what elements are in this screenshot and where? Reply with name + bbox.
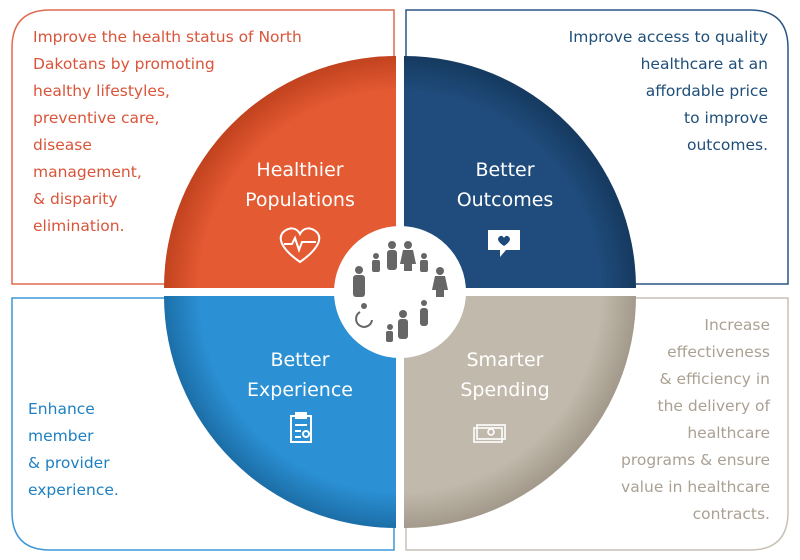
description-line: healthcare bbox=[687, 424, 770, 442]
description-outcomes: Improve access to quality healthcare at a… bbox=[569, 24, 768, 159]
description-line: Dakotans by promoting bbox=[33, 55, 215, 73]
description-line: outcomes. bbox=[686, 136, 768, 154]
description-line: programs & ensure bbox=[620, 451, 770, 469]
description-line: to improve bbox=[684, 109, 768, 127]
label-healthier: Healthier Populations bbox=[210, 155, 390, 215]
money-icon bbox=[473, 424, 506, 443]
heart-chat-icon bbox=[488, 230, 520, 257]
description-line: disease bbox=[33, 136, 92, 154]
description-line: value in healthcare bbox=[621, 478, 770, 496]
quadrant-experience bbox=[164, 296, 396, 528]
description-line: Improve the health status of North bbox=[33, 28, 302, 46]
quadrant-outcomes bbox=[404, 56, 636, 288]
description-spending: Increase effectiveness & efficiency in the … bbox=[621, 312, 770, 528]
frame-spending bbox=[405, 297, 789, 551]
description-line: healthy lifestyles, bbox=[33, 82, 170, 100]
quadrant-healthier bbox=[164, 56, 396, 288]
label-spending: Smarter Spending bbox=[415, 345, 595, 405]
title-line: Spending bbox=[460, 379, 550, 401]
description-line: elimination. bbox=[33, 217, 125, 235]
description-line: preventive care, bbox=[33, 109, 160, 127]
description-line: Enhance bbox=[28, 400, 95, 418]
description-healthier: Improve the health status of North Dakota… bbox=[33, 24, 302, 240]
title-line: Outcomes bbox=[456, 189, 554, 211]
description-line: & disparity bbox=[33, 190, 118, 208]
description-line: management, bbox=[33, 163, 142, 181]
description-line: the delivery of bbox=[657, 397, 770, 415]
center-circle bbox=[334, 226, 466, 358]
description-line: healthcare at an bbox=[640, 55, 768, 73]
description-line: experience. bbox=[28, 481, 119, 499]
description-line: effectiveness bbox=[667, 343, 770, 361]
quadrant-spending bbox=[404, 296, 636, 528]
description-line: contracts. bbox=[692, 505, 770, 523]
title-line: Experience bbox=[247, 379, 353, 401]
description-line: Increase bbox=[704, 316, 770, 334]
clipboard-icon bbox=[290, 412, 312, 443]
frame-healthier bbox=[11, 9, 395, 285]
people-circle-icon bbox=[353, 241, 448, 342]
description-line: & efficiency in bbox=[659, 370, 770, 388]
heart-pulse-icon bbox=[279, 227, 321, 264]
frame-outcomes bbox=[405, 9, 789, 285]
description-line: & provider bbox=[28, 454, 110, 472]
description-line: member bbox=[28, 427, 94, 445]
description-line: Improve access to quality bbox=[568, 28, 768, 46]
label-experience: Better Experience bbox=[210, 345, 390, 405]
description-line: affordable price bbox=[645, 82, 768, 100]
title-line: Healthier bbox=[256, 159, 344, 181]
title-line: Better bbox=[270, 349, 330, 371]
label-outcomes: Better Outcomes bbox=[415, 155, 595, 215]
title-line: Smarter bbox=[466, 349, 544, 371]
title-line: Better bbox=[475, 159, 535, 181]
title-line: Populations bbox=[245, 189, 355, 211]
description-experience: Enhance member & provider experience. bbox=[28, 396, 119, 504]
frame-experience bbox=[11, 297, 395, 551]
